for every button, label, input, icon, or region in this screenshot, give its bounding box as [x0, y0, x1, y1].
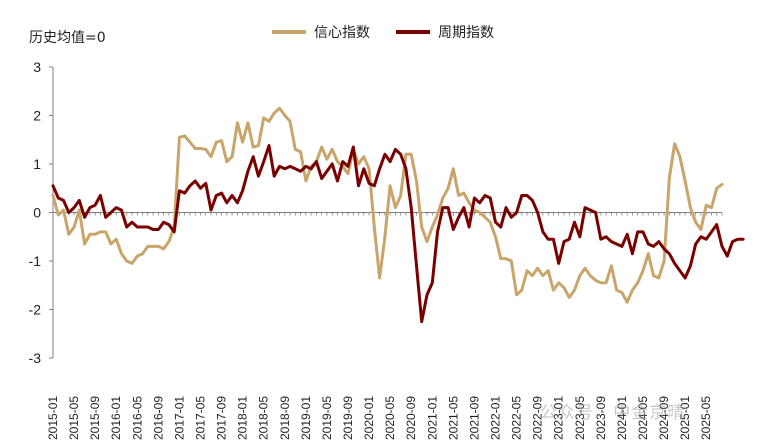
- x-tick-label: 2021-05: [446, 396, 460, 440]
- x-tick-label: 2023-09: [594, 396, 608, 440]
- x-tick-label: 2020-09: [404, 396, 418, 440]
- x-tick-label: 2020-05: [383, 396, 397, 440]
- x-tick-label: 2019-01: [299, 396, 313, 440]
- x-tick-label: 2019-05: [320, 396, 334, 440]
- x-tick-label: 2015-09: [88, 396, 102, 440]
- y-axis-unit-label: 历史均值=0: [29, 30, 106, 46]
- x-tick-label: 2022-01: [488, 396, 502, 440]
- legend-label-confidence: 信心指数: [314, 25, 370, 41]
- x-tick-label: 2016-09: [151, 396, 165, 440]
- x-tick-label: 2023-05: [573, 396, 587, 440]
- x-tick-label: 2015-01: [46, 396, 60, 440]
- legend-label-cycle: 周期指数: [438, 25, 494, 41]
- x-tick-label: 2017-05: [193, 396, 207, 440]
- x-tick-label: 2018-05: [257, 396, 271, 440]
- x-tick-label: 2016-01: [109, 396, 123, 440]
- series-lines: [51, 106, 745, 324]
- watermark-text: 公众号 · 中金京晴: [540, 403, 686, 423]
- x-tick-label: 2025-05: [699, 396, 713, 440]
- y-tick-label: 1: [33, 156, 41, 172]
- series-line-confidence-index: [51, 106, 724, 304]
- chart-legend: 信心指数 周期指数: [272, 22, 494, 42]
- x-tick-label: 2024-01: [615, 396, 629, 440]
- x-tick-label: 2017-09: [215, 396, 229, 440]
- x-tick-label: 2025-01: [678, 396, 692, 440]
- y-tick-label: -2: [29, 302, 42, 318]
- y-tick-label: -3: [29, 350, 42, 366]
- y-tick-label: -1: [29, 253, 42, 269]
- x-tick-label: 2018-01: [236, 396, 250, 440]
- x-tick-label: 2022-05: [510, 396, 524, 440]
- x-tick-label: 2022-09: [531, 396, 545, 440]
- x-tick-label: 2020-01: [362, 396, 376, 440]
- y-tick-labels: 3 2 1 0 -1 -2 -3: [29, 59, 42, 366]
- chart-axes: [49, 66, 723, 359]
- y-tick-label: 2: [33, 108, 41, 124]
- x-tick-labels: 2015-01 2015-05 2015-09 2016-01 2016-05 2016-…: [46, 396, 713, 440]
- x-tick-label: 2019-09: [341, 396, 355, 440]
- legend-item-confidence: 信心指数: [272, 22, 370, 42]
- x-tick-label: 2018-09: [278, 396, 292, 440]
- x-tick-label: 2015-05: [67, 396, 81, 440]
- x-tick-label: 2021-09: [467, 396, 481, 440]
- series-line-cycle-index: [51, 144, 745, 324]
- x-tick-label: 2024-05: [636, 396, 650, 440]
- legend-swatch-confidence: [272, 30, 306, 34]
- y-tick-label: 0: [33, 205, 41, 221]
- x-tick-label: 2016-05: [130, 396, 144, 440]
- y-tick-label: 3: [33, 59, 41, 75]
- x-tick-label: 2017-01: [172, 396, 186, 440]
- legend-swatch-cycle: [396, 30, 430, 34]
- legend-item-cycle: 周期指数: [396, 22, 494, 42]
- x-tick-label: 2024-09: [657, 396, 671, 440]
- x-tick-label: 2023-01: [552, 396, 566, 440]
- x-tick-label: 2021-01: [425, 396, 439, 440]
